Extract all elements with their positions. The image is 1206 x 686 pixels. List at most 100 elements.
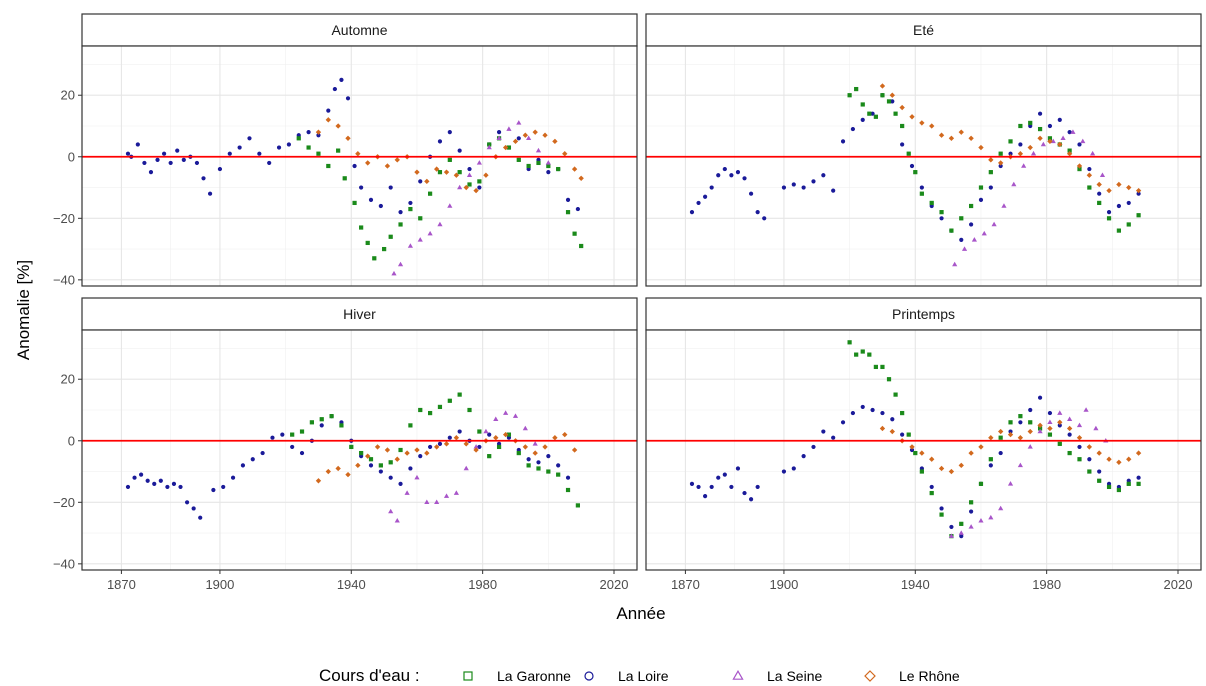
data-point <box>152 481 157 486</box>
data-point <box>978 197 984 202</box>
data-point <box>801 185 806 190</box>
data-point <box>939 210 944 215</box>
data-point <box>556 463 561 468</box>
legend-item: Le Rhône <box>864 668 960 684</box>
data-point <box>1037 422 1043 429</box>
data-point <box>929 200 934 206</box>
data-point <box>1030 150 1037 156</box>
panel-border <box>81 329 638 571</box>
data-point <box>542 444 548 450</box>
data-point <box>417 237 423 242</box>
data-point <box>286 142 291 147</box>
data-point <box>900 410 905 416</box>
data-point <box>418 407 423 413</box>
data-point <box>1047 123 1053 129</box>
legend-item: La Garonne <box>463 668 571 684</box>
data-point <box>1136 475 1141 480</box>
data-point <box>296 136 301 141</box>
data-point <box>329 414 334 419</box>
data-point <box>457 148 462 153</box>
data-point <box>502 144 509 151</box>
data-point <box>457 429 462 434</box>
series-le-rh-ne <box>879 83 1142 194</box>
data-point <box>1047 410 1053 416</box>
data-point <box>424 499 430 505</box>
data-point <box>1001 203 1007 208</box>
data-point <box>959 534 964 539</box>
data-point <box>850 410 855 416</box>
facet-panel-printemps: Printemps 1870 1900 1940 1980 2020 <box>645 297 1202 592</box>
data-point <box>398 447 403 453</box>
data-point <box>473 447 479 453</box>
data-point <box>1087 166 1092 172</box>
data-point <box>443 493 450 498</box>
data-point <box>860 102 865 107</box>
data-point <box>414 169 420 175</box>
data-point <box>546 170 551 175</box>
data-point <box>1135 450 1142 456</box>
data-point <box>207 191 213 196</box>
x-tick-label: 1940 <box>901 577 930 592</box>
data-point <box>1116 181 1122 188</box>
data-point <box>831 188 836 193</box>
data-point <box>230 475 236 480</box>
legend-key-triangle <box>732 669 744 680</box>
data-point <box>998 505 1004 511</box>
data-point <box>981 230 987 236</box>
data-point <box>959 237 964 242</box>
data-point <box>502 431 509 438</box>
y-tick-label: 20 <box>61 372 75 387</box>
data-point <box>384 447 391 453</box>
data-point <box>1096 450 1102 456</box>
data-point <box>552 138 558 145</box>
data-point <box>473 187 479 194</box>
data-point <box>831 435 836 440</box>
legend-key-diamond <box>864 670 876 682</box>
data-point <box>958 530 964 535</box>
plot-area <box>646 330 1201 570</box>
data-point <box>900 432 905 437</box>
plot-area <box>646 46 1201 286</box>
legend-key-circle <box>584 671 594 681</box>
data-point <box>1057 117 1062 122</box>
data-point <box>467 182 472 187</box>
data-point <box>437 221 443 227</box>
data-point <box>890 417 895 422</box>
data-point <box>899 104 905 111</box>
data-point <box>483 172 489 178</box>
data-point <box>1096 181 1102 188</box>
data-point <box>428 191 433 196</box>
data-point <box>1028 120 1033 126</box>
data-point <box>398 481 403 486</box>
data-point <box>437 404 443 410</box>
x-tick-label: 1900 <box>205 577 234 592</box>
data-point <box>998 428 1004 435</box>
data-point <box>325 117 331 123</box>
data-point <box>408 466 413 471</box>
data-point <box>428 410 433 416</box>
data-point <box>1057 419 1063 425</box>
data-point <box>1086 444 1093 450</box>
data-point <box>398 222 403 227</box>
data-point <box>988 514 994 520</box>
data-point <box>276 145 282 150</box>
data-point <box>939 216 944 221</box>
data-point <box>880 410 885 416</box>
data-point <box>447 203 453 208</box>
data-point <box>247 136 252 141</box>
y-tick-label: −20 <box>53 495 75 510</box>
data-point <box>503 410 509 415</box>
data-point <box>408 206 413 212</box>
data-point <box>919 185 924 190</box>
facet-title: Printemps <box>892 306 955 322</box>
data-point <box>1018 420 1023 425</box>
data-point <box>579 243 584 249</box>
data-point <box>335 465 341 472</box>
data-point <box>424 178 430 185</box>
data-point <box>949 524 954 530</box>
data-point <box>1011 181 1017 187</box>
data-point <box>1076 422 1083 428</box>
data-point <box>355 462 361 469</box>
data-point <box>1067 450 1072 456</box>
data-point <box>1116 203 1121 209</box>
